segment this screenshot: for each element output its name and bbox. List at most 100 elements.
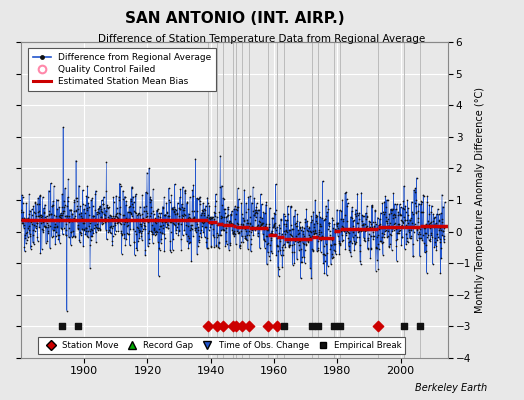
Point — [253, 224, 261, 231]
Point — [178, 212, 187, 218]
Point — [101, 215, 110, 222]
Point — [104, 214, 112, 220]
Point — [408, 224, 416, 230]
Point — [70, 198, 79, 205]
Point — [170, 221, 178, 227]
Point — [122, 215, 130, 221]
Point — [23, 215, 31, 222]
Point — [238, 211, 246, 218]
Point — [439, 228, 447, 234]
Point — [255, 223, 264, 230]
Point — [383, 220, 391, 226]
Point — [172, 224, 181, 230]
Point — [214, 239, 223, 246]
Point — [402, 241, 410, 248]
Point — [388, 225, 396, 232]
Point — [414, 218, 423, 225]
Point — [204, 212, 212, 218]
Point — [66, 216, 74, 222]
Point — [134, 238, 142, 244]
Point — [25, 227, 33, 233]
Point — [331, 229, 339, 236]
Point — [40, 210, 49, 216]
Point — [148, 240, 157, 246]
Point — [388, 228, 397, 235]
Point — [288, 248, 297, 255]
Point — [172, 218, 181, 224]
Point — [341, 212, 349, 218]
Point — [245, 228, 253, 234]
Point — [103, 202, 112, 208]
Point — [235, 229, 244, 236]
Point — [288, 233, 296, 239]
Point — [92, 239, 100, 245]
Point — [370, 219, 379, 226]
Point — [406, 216, 414, 223]
Point — [406, 217, 414, 224]
Point — [196, 194, 204, 200]
Point — [105, 228, 114, 235]
Point — [205, 202, 214, 209]
Point — [320, 251, 329, 258]
Point — [222, 218, 231, 224]
Point — [32, 213, 40, 219]
Point — [395, 227, 403, 234]
Point — [68, 211, 76, 218]
Point — [322, 241, 330, 247]
Point — [214, 244, 223, 250]
Point — [423, 193, 432, 199]
Point — [301, 216, 309, 222]
Point — [176, 205, 184, 212]
Point — [165, 197, 173, 203]
Point — [376, 210, 385, 216]
Point — [160, 212, 168, 218]
Point — [99, 201, 107, 207]
Point — [181, 190, 189, 196]
Point — [42, 240, 50, 246]
Point — [252, 207, 260, 214]
Point — [219, 227, 227, 233]
Point — [314, 229, 323, 236]
Point — [376, 216, 384, 222]
Point — [149, 186, 157, 193]
Point — [394, 212, 402, 218]
Point — [154, 218, 162, 224]
Point — [167, 229, 175, 235]
Point — [401, 209, 410, 215]
Point — [318, 215, 326, 221]
Point — [305, 234, 314, 240]
Point — [292, 232, 300, 239]
Point — [389, 212, 397, 218]
Point — [358, 226, 366, 233]
Point — [40, 223, 48, 229]
Point — [276, 235, 285, 241]
Point — [106, 224, 114, 230]
Point — [218, 214, 226, 220]
Point — [95, 203, 104, 209]
Point — [232, 224, 241, 230]
Point — [245, 232, 253, 238]
Point — [316, 236, 324, 242]
Point — [151, 219, 159, 226]
Point — [410, 229, 418, 235]
Point — [245, 220, 254, 226]
Point — [76, 203, 84, 209]
Point — [19, 200, 27, 206]
Point — [211, 191, 220, 197]
Point — [411, 188, 419, 195]
Point — [440, 239, 448, 246]
Point — [196, 227, 205, 234]
Point — [379, 252, 387, 258]
Point — [270, 224, 279, 231]
Point — [294, 230, 303, 236]
Point — [213, 230, 222, 236]
Point — [140, 203, 148, 210]
Point — [217, 227, 225, 234]
Point — [21, 232, 29, 238]
Point — [381, 228, 389, 234]
Point — [161, 218, 169, 225]
Point — [280, 220, 288, 227]
Point — [300, 254, 308, 260]
Point — [308, 232, 316, 239]
Point — [68, 218, 77, 224]
